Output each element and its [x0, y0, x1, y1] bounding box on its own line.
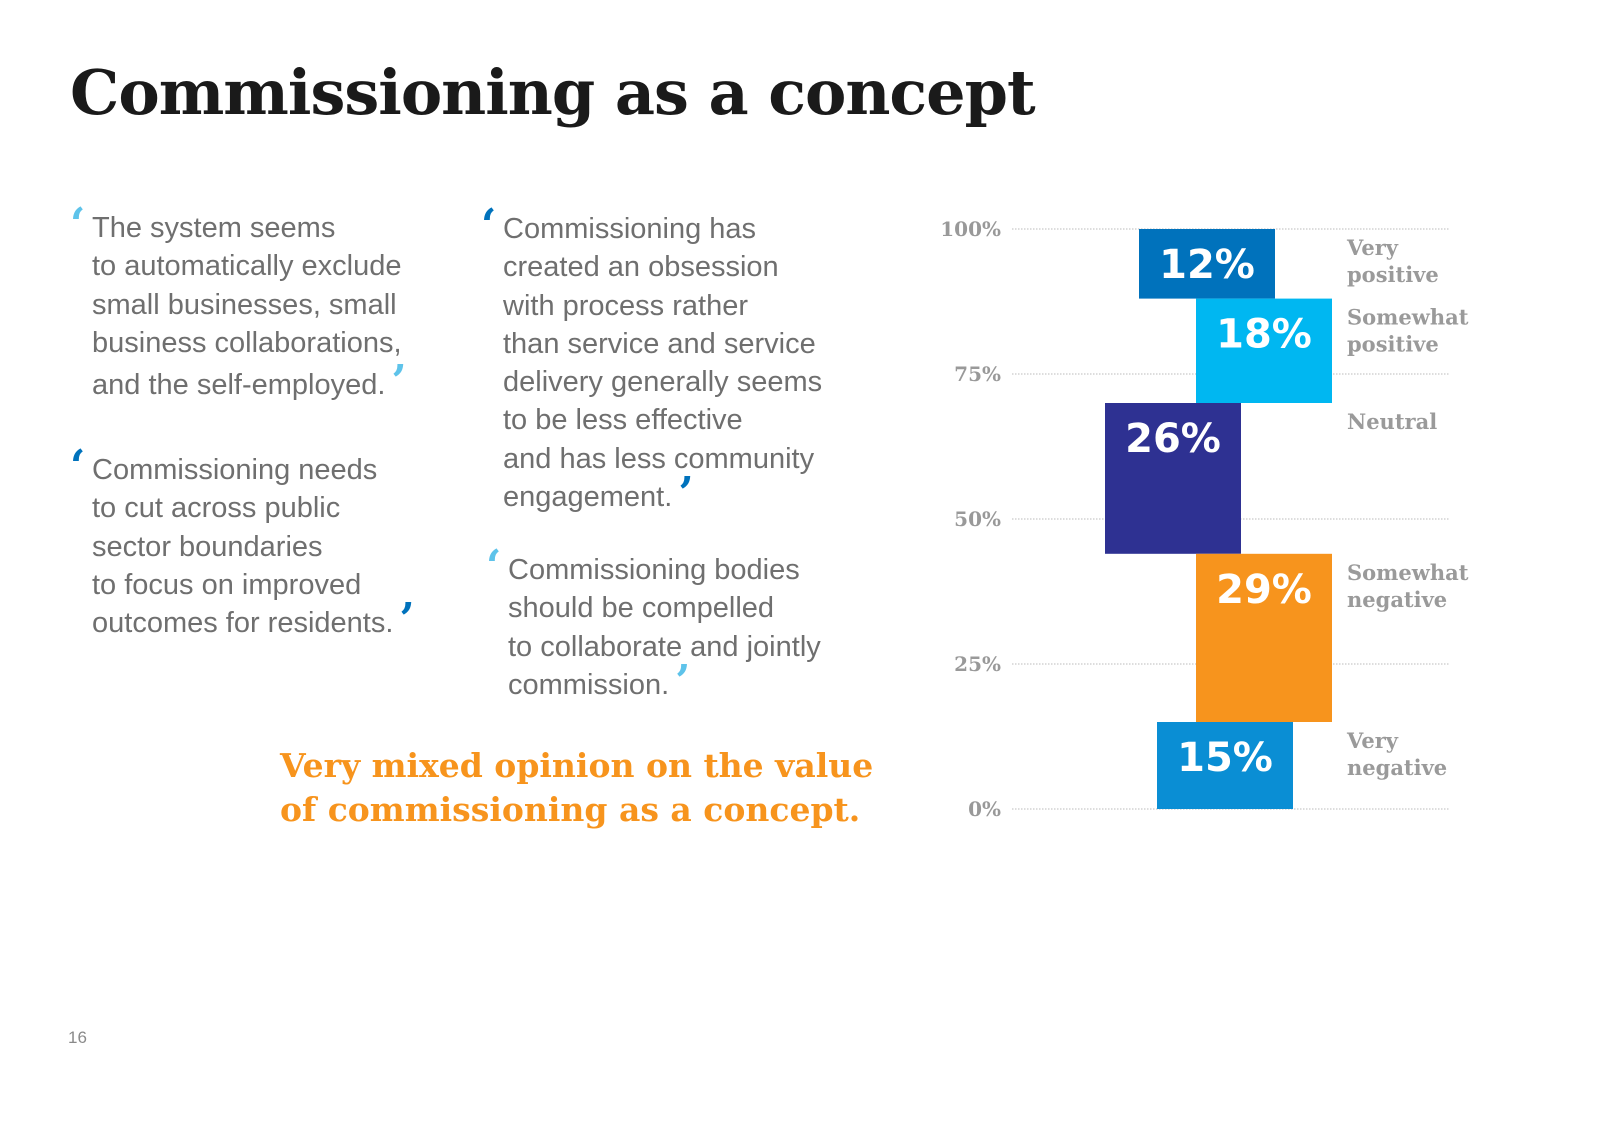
category-label: Somewhat [1347, 305, 1469, 330]
conclusion-line-1: Very mixed opinion on the value [280, 746, 874, 785]
category-label: negative [1347, 755, 1447, 780]
conclusion-text: Very mixed opinion on the value of commi… [280, 744, 873, 832]
quote-2-line-5: outcomes for residents. [92, 607, 394, 640]
y-tick-label: 100% [940, 217, 1001, 241]
bar-segment [1196, 298, 1332, 403]
y-tick-label: 25% [954, 652, 1001, 676]
quote-3-line-3: with process rather [503, 289, 748, 322]
page-number: 16 [68, 1028, 87, 1047]
page-title: Commissioning as a concept [70, 56, 1036, 129]
category-label: Very [1346, 728, 1399, 753]
bar-value-label: 26% [1125, 416, 1221, 462]
quote-4-line-1: Commissioning bodies [508, 554, 800, 586]
quote-2-line-1: Commissioning needs [92, 454, 378, 486]
quote-1-line-1: The system seems [92, 212, 336, 244]
y-tick-label: 50% [954, 507, 1001, 531]
category-label: positive [1347, 262, 1439, 287]
bar-value-label: 15% [1177, 735, 1273, 781]
category-label: positive [1347, 332, 1439, 357]
bar-value-label: 18% [1216, 312, 1312, 358]
bar-value-label: 29% [1216, 567, 1312, 613]
bar-value-label: 12% [1159, 242, 1255, 288]
open-quote-icon: ‘ [70, 199, 86, 250]
bar-segment [1157, 722, 1293, 809]
bar-segment [1196, 553, 1332, 722]
quote-2-line-4: to focus on improved [92, 568, 362, 601]
quote-3-line-2: created an obsession [503, 251, 779, 284]
quote-1-line-3: small businesses, small [92, 288, 397, 321]
quote-1-line-2: to automatically exclude [92, 250, 402, 283]
quote-4: ‘ Commissioning bodies should be compell… [486, 545, 821, 704]
open-quote-icon: ‘ [486, 541, 502, 592]
quote-4-line-2: should be compelled [508, 592, 775, 625]
y-tick-label: 0% [968, 797, 1001, 821]
bar-segment [1105, 403, 1241, 554]
category-label: Somewhat [1347, 560, 1469, 585]
bar-segment [1139, 229, 1275, 299]
quote-3-line-1: Commissioning has [503, 213, 757, 245]
conclusion-line-2: of commissioning as a concept. [280, 790, 861, 829]
open-quote-icon: ‘ [70, 441, 86, 492]
category-label: Very [1346, 235, 1399, 260]
quote-4-line-3: to collaborate and jointly [508, 630, 821, 663]
quote-4-line-4: commission. [508, 668, 670, 701]
quote-3-line-4: than service and service [503, 327, 816, 360]
category-label: negative [1347, 587, 1447, 612]
quote-2: ‘ Commissioning needs to cut across publ… [70, 445, 415, 642]
quote-3-line-8: engagement. [503, 481, 673, 514]
quote-3-line-7: and has less community [503, 442, 815, 475]
quote-2-line-3: sector boundaries [92, 530, 323, 563]
quote-1: ‘ The system seems to automatically excl… [70, 203, 407, 404]
y-tick-label: 75% [954, 362, 1001, 386]
open-quote-icon: ‘ [481, 200, 497, 251]
quote-3-line-5: delivery generally seems [503, 366, 823, 399]
quote-1-line-5: and the self-employed. [92, 369, 386, 402]
quote-2-line-2: to cut across public [92, 492, 341, 525]
quote-1-line-4: business collaborations, [92, 326, 402, 359]
category-label: Neutral [1347, 409, 1437, 434]
quote-3: ‘ Commissioning has created an obsession… [481, 204, 823, 516]
quote-3-line-6: to be less effective [503, 404, 743, 437]
